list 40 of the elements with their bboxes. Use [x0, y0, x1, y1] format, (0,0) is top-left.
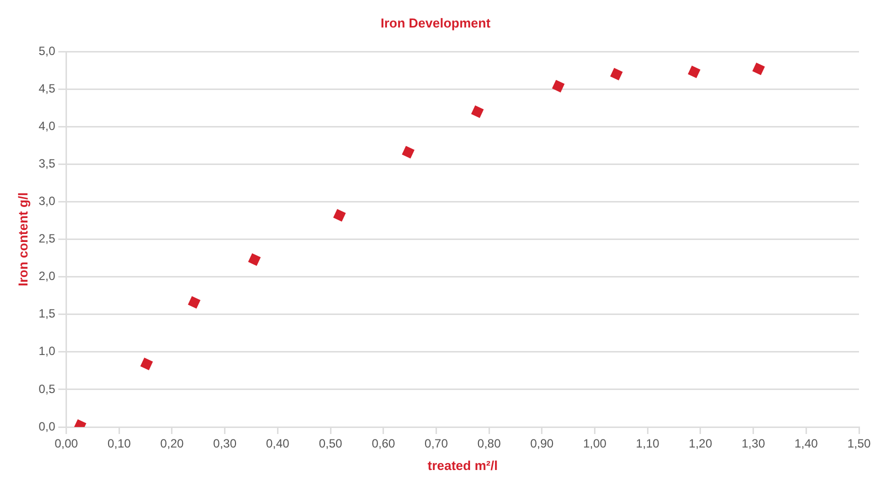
x-tick-label: 0,60 [372, 436, 396, 451]
x-tick-label: 1,10 [636, 436, 660, 451]
x-tick-label: 1,20 [688, 436, 712, 451]
x-tick-label: 1,00 [583, 436, 607, 451]
x-tick-label: 0,80 [477, 436, 502, 451]
chart-title: Iron Development [380, 15, 492, 30]
point [610, 68, 623, 80]
point [402, 146, 414, 158]
point [688, 66, 700, 78]
point [552, 80, 564, 92]
y-tick-label: 4,5 [38, 81, 56, 96]
y-tick-label: 4,0 [38, 118, 56, 133]
y-tick-label: 1,0 [38, 344, 56, 358]
y-tick-label: 3,0 [38, 194, 56, 208]
x-tick-label: 0,00 [54, 436, 78, 451]
x-tick-label: 0,30 [213, 436, 237, 451]
x-tick-label: 1,30 [742, 436, 766, 451]
x-tick-label: 1,40 [794, 436, 818, 451]
y-tick-label: 0,5 [38, 382, 56, 396]
x-tick-label: 0,70 [424, 436, 448, 451]
point [752, 62, 765, 76]
x-tick-label: 1,50 [847, 436, 871, 451]
y-tick-label: 2,5 [38, 232, 56, 246]
x-axis-title: treated m²/l [428, 458, 498, 473]
y-tick-label: 1,5 [38, 306, 56, 321]
y-tick-label: 3,5 [38, 156, 56, 171]
x-tick-label: 0,40 [266, 436, 290, 451]
x-tick-label: 0,50 [318, 436, 343, 451]
point [471, 106, 484, 118]
y-tick-label: 2,0 [38, 269, 56, 284]
point [333, 209, 346, 222]
point [248, 253, 261, 266]
point [140, 358, 153, 370]
point [188, 296, 200, 309]
y-tick-label: 5,0 [38, 44, 56, 58]
x-tick-label: 0,20 [160, 436, 184, 451]
x-tick-label: 0,90 [530, 436, 554, 451]
y-tick-label: 0,0 [38, 419, 56, 434]
y-axis-title: Iron content g/l [15, 192, 30, 286]
x-tick-label: 0,10 [107, 436, 132, 451]
